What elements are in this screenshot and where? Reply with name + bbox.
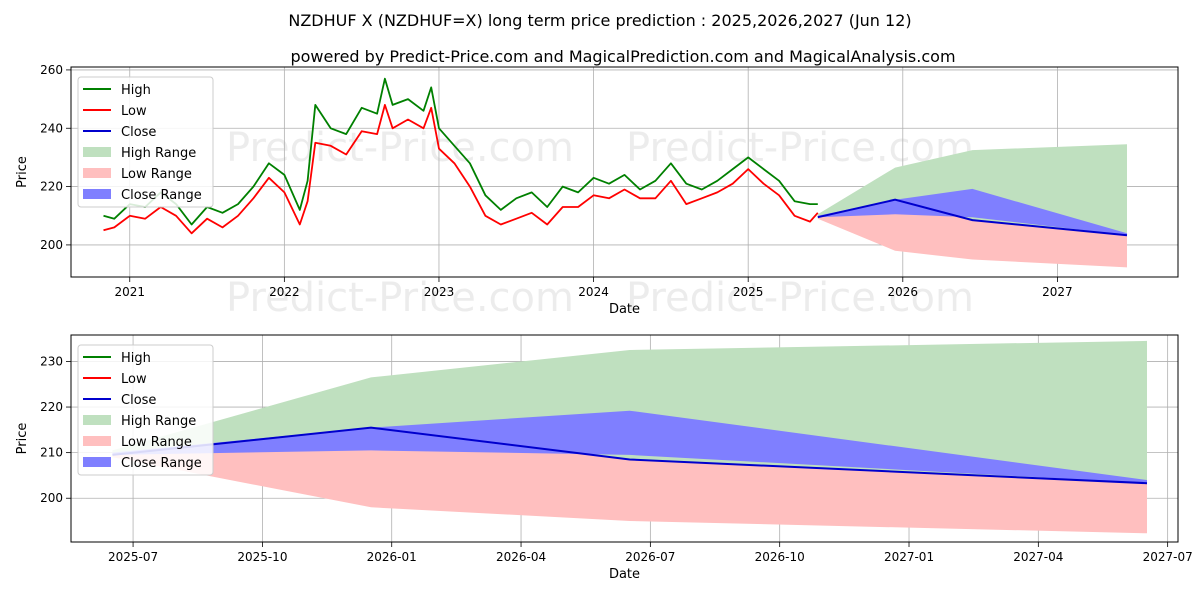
legend-swatch (83, 147, 111, 157)
y-tick-label: 200 (40, 238, 63, 252)
legend: High Low Close High Range Low Range Close Ran… (77, 76, 214, 208)
x-tick-label: 2026-07 (625, 550, 675, 564)
legend-label: High (121, 83, 151, 98)
legend-box (77, 344, 214, 476)
y-tick-label: 220 (40, 180, 63, 194)
y-tick-label: 220 (40, 400, 63, 414)
plot-frame (70, 66, 1179, 278)
legend-box (77, 76, 214, 208)
x-tick-label: 2027 (1042, 285, 1073, 299)
x-tick-label: 2021 (114, 285, 145, 299)
close-forecast-line (112, 426, 1148, 485)
legend-swatch (83, 415, 111, 425)
legend-label: Low (121, 372, 147, 387)
legend-label: Close (121, 125, 156, 140)
legend-swatch (83, 436, 111, 446)
x-tick-label: 2026-04 (496, 550, 546, 564)
y-tick-label: 210 (40, 446, 63, 460)
watermark-text: Predict-Price.com (226, 275, 574, 321)
legend-label: Close Range (121, 456, 202, 471)
x-tick-label: 2027-07 (1143, 550, 1193, 564)
panel-forecast: Predict-Price.comPredict-Price.com2025-0… (15, 334, 1193, 582)
close-range-band (112, 410, 1147, 484)
legend-swatch (83, 168, 111, 178)
x-tick-label: 2025-07 (108, 550, 158, 564)
legend-label: Close Range (121, 188, 202, 203)
legend-label: High Range (121, 146, 196, 161)
legend-label: Low Range (121, 435, 192, 450)
x-axis-label: Date (609, 302, 640, 317)
legend-swatch (83, 189, 111, 199)
x-tick-label: 2025-10 (237, 550, 287, 564)
legend-label: High (121, 351, 151, 366)
watermark-text: Predict-Price.com (626, 275, 974, 321)
y-tick-label: 200 (40, 491, 63, 505)
x-tick-label: 2027-01 (884, 550, 934, 564)
watermark-text: Predict-Price.com (226, 125, 574, 171)
low-range-band (817, 199, 1127, 268)
x-axis-label: Date (609, 567, 640, 582)
plot-frame (70, 334, 1179, 543)
legend-label: High Range (121, 414, 196, 429)
close-forecast-line (817, 198, 1128, 237)
chart-subtitle: powered by Predict-Price.com and Magical… (290, 47, 955, 66)
y-tick-label: 240 (40, 121, 63, 135)
low-series-line (103, 104, 819, 235)
legend-label: Close (121, 393, 156, 408)
legend-label: Low (121, 104, 147, 119)
x-tick-label: 2026-10 (755, 550, 805, 564)
legend-swatch (83, 457, 111, 467)
x-tick-label: 2022 (269, 285, 300, 299)
y-axis-label: Price (15, 423, 30, 455)
legend: High Low Close High Range Low Range Close Ran… (77, 344, 214, 476)
legend-label: Low Range (121, 167, 192, 182)
x-tick-label: 2026 (888, 285, 919, 299)
x-tick-label: 2023 (424, 285, 455, 299)
y-tick-label: 230 (40, 354, 63, 368)
low-range-band (112, 427, 1147, 534)
chart-title: NZDHUF X (NZDHUF=X) long term price pred… (288, 11, 911, 30)
high-series-line (103, 77, 818, 226)
y-tick-label: 260 (40, 63, 63, 77)
y-axis-label: Price (15, 156, 30, 188)
x-tick-label: 2024 (578, 285, 609, 299)
x-tick-label: 2027-04 (1013, 550, 1063, 564)
x-tick-label: 2025 (733, 285, 764, 299)
x-tick-label: 2026-01 (367, 550, 417, 564)
panel-history: Predict-Price.com Predict-Price.com Predic… (15, 63, 1179, 321)
